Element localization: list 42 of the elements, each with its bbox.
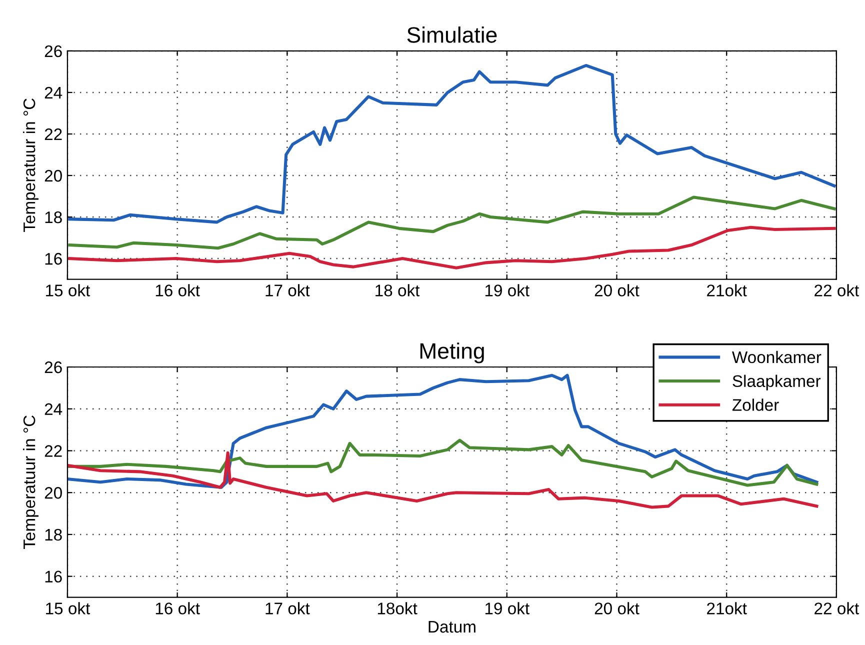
x-tick-label: 18okt xyxy=(378,602,418,614)
y-tick-label: 26 xyxy=(44,45,62,58)
x-tick-label: 20 okt xyxy=(594,602,640,614)
line-series xyxy=(68,196,836,250)
y-tick-label: 18 xyxy=(45,211,62,224)
x-axis-title: Datum xyxy=(428,621,476,633)
line-series xyxy=(68,226,836,270)
y-tick-label: 22 xyxy=(44,128,62,140)
x-tick-label: 19 okt xyxy=(485,602,530,614)
y-tick-label: 20 xyxy=(44,487,62,499)
x-tick-label: 22 okt xyxy=(814,602,860,614)
legend-label: Slaapkamer xyxy=(732,374,821,390)
y-tick-label: 24 xyxy=(44,86,62,99)
y-tick-label: 18 xyxy=(45,528,62,541)
line-series xyxy=(67,374,818,489)
x-tick-label: 15 okt xyxy=(46,284,90,296)
y-tick-label: 26 xyxy=(44,361,62,374)
y-axis-title: Temperatuur in °C xyxy=(22,98,39,232)
y-tick-label: 16 xyxy=(45,570,62,583)
y-tick-label: 16 xyxy=(45,252,62,265)
x-tick-label: 15 okt xyxy=(46,602,90,614)
chart-title: Simulatie xyxy=(407,26,497,43)
x-tick-label: 17 okt xyxy=(266,602,310,614)
y-tick-label: 22 xyxy=(44,445,62,457)
y-tick-label: 24 xyxy=(44,403,62,415)
line-series xyxy=(67,451,818,509)
y-axis-title: Temperatuur in °C xyxy=(22,416,39,549)
x-tick-label: 19 okt xyxy=(485,284,530,296)
x-tick-label: 18 okt xyxy=(376,284,420,296)
legend-label: Zolder xyxy=(732,398,779,411)
x-tick-label: 16 okt xyxy=(156,602,200,614)
x-tick-label: 21okt xyxy=(707,284,747,296)
line-series xyxy=(67,438,818,487)
x-tick-label: 17 okt xyxy=(266,284,310,296)
x-tick-label: 21okt xyxy=(707,602,747,614)
legend-label: Woonkamer xyxy=(732,350,822,364)
y-tick-label: 20 xyxy=(44,170,62,182)
line-series xyxy=(68,64,836,224)
x-tick-label: 22 okt xyxy=(814,284,860,296)
chart-title: Meting xyxy=(420,342,484,364)
x-tick-label: 16 okt xyxy=(156,284,200,296)
x-tick-label: 20 okt xyxy=(594,284,640,296)
